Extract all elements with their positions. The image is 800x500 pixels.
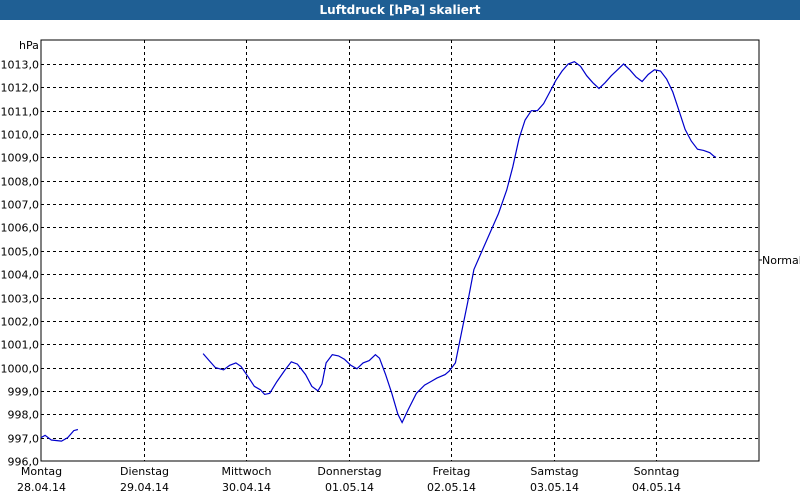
series-layer xyxy=(40,61,717,442)
y-tick-label: 1011,0 xyxy=(1,106,40,119)
x-tick-date-label: 01.05.14 xyxy=(325,481,374,494)
x-tick-date-label: 30.04.14 xyxy=(222,481,271,494)
y-tick-label: 999,0 xyxy=(8,386,40,399)
y-tick-label: 1008,0 xyxy=(1,176,40,189)
x-tick-day-label: Dienstag xyxy=(120,465,169,478)
chart-title: Luftdruck [hPa] skaliert xyxy=(0,0,800,20)
x-tick-day-label: Samstag xyxy=(530,465,578,478)
pressure-line xyxy=(202,61,717,424)
x-axis-ticks: Montag 28.04.14 Dienstag 29.04.14 Mittwoch 30… xyxy=(17,465,681,494)
y-tick-label: 1007,0 xyxy=(1,199,40,212)
y-tick-label: 1012,0 xyxy=(1,82,40,95)
y-tick-label: 1002,0 xyxy=(1,316,40,329)
x-tick-date-label: 03.05.14 xyxy=(530,481,579,494)
y-tick-label: 1001,0 xyxy=(1,339,40,352)
y-axis-ticks: 996,0 997,0 998,0 999,0 1000,0 1001,0 1002,0 10… xyxy=(1,59,40,469)
x-tick-date-label: 28.04.14 xyxy=(17,481,66,494)
chart: 996,0 997,0 998,0 999,0 1000,0 1001,0 1002,0 10… xyxy=(1,39,800,494)
y-tick-label: 1004,0 xyxy=(1,269,40,282)
y-tick-label: 996,0 xyxy=(8,456,40,469)
y-tick-label: 1006,0 xyxy=(1,222,40,235)
x-tick-day-label: Montag xyxy=(21,465,62,478)
plot-frame xyxy=(40,39,760,462)
x-tick-date-label: 02.05.14 xyxy=(427,481,476,494)
y-tick-label: 1013,0 xyxy=(1,59,40,72)
x-tick-date-label: 29.04.14 xyxy=(120,481,169,494)
y-axis-unit-label: hPa xyxy=(19,39,39,52)
x-tick-day-label: Mittwoch xyxy=(222,465,272,478)
y-tick-label: 1009,0 xyxy=(1,152,40,165)
grid xyxy=(41,40,762,461)
x-tick-date-label: 04.05.14 xyxy=(632,481,681,494)
y-tick-label: 998,0 xyxy=(8,409,40,422)
y-tick-label: 1005,0 xyxy=(1,246,40,259)
pressure-line xyxy=(40,428,79,442)
y-tick-label: 1010,0 xyxy=(1,129,40,142)
y-tick-label: 997,0 xyxy=(8,433,40,446)
normal-line-label: Normal xyxy=(762,254,800,267)
x-tick-day-label: Donnerstag xyxy=(317,465,381,478)
y-tick-label: 1000,0 xyxy=(1,363,40,376)
y-tick-label: 1003,0 xyxy=(1,293,40,306)
x-tick-day-label: Freitag xyxy=(433,465,471,478)
x-tick-day-label: Sonntag xyxy=(634,465,680,478)
